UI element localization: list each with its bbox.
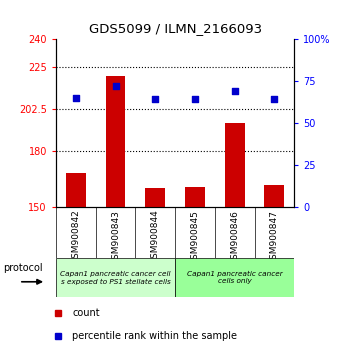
Bar: [106, 76, 126, 207]
Text: GSM900847: GSM900847: [270, 210, 279, 264]
Title: GDS5099 / ILMN_2166093: GDS5099 / ILMN_2166093: [88, 22, 262, 35]
Point: [73, 95, 79, 101]
Bar: [66, 173, 86, 207]
Point: [232, 88, 238, 94]
Bar: [56, 258, 175, 297]
Bar: [145, 188, 165, 207]
Bar: [225, 123, 245, 207]
Text: GSM900846: GSM900846: [230, 210, 239, 264]
Text: protocol: protocol: [3, 263, 42, 273]
Point: [271, 97, 277, 102]
Point: [113, 83, 118, 89]
Text: GSM900844: GSM900844: [151, 210, 160, 264]
Point: [192, 97, 198, 102]
Text: GSM900845: GSM900845: [191, 210, 199, 264]
Text: GSM900842: GSM900842: [71, 210, 80, 264]
Text: GSM900843: GSM900843: [111, 210, 120, 264]
Text: Capan1 pancreatic cancer
cells only: Capan1 pancreatic cancer cells only: [187, 271, 283, 285]
Text: Capan1 pancreatic cancer cell
s exposed to PS1 stellate cells: Capan1 pancreatic cancer cell s exposed …: [60, 271, 171, 285]
Text: percentile rank within the sample: percentile rank within the sample: [72, 331, 237, 341]
Point: [152, 97, 158, 102]
Bar: [185, 187, 205, 207]
Bar: [175, 258, 294, 297]
Bar: [265, 185, 284, 207]
Text: count: count: [72, 308, 100, 318]
